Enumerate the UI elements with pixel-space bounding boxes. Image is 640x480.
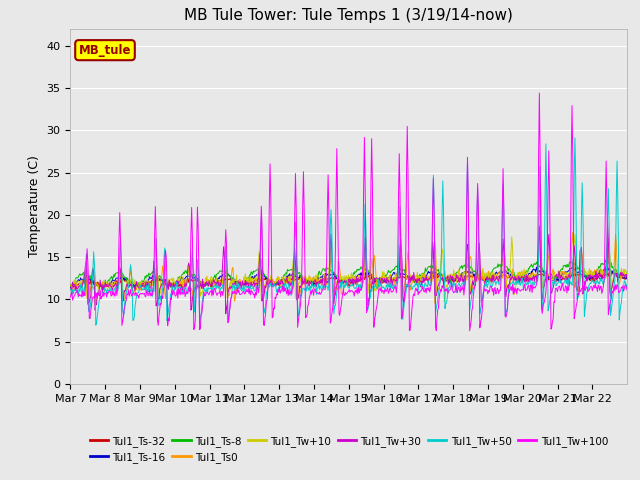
Title: MB Tule Tower: Tule Temps 1 (3/19/14-now): MB Tule Tower: Tule Temps 1 (3/19/14-now… bbox=[184, 9, 513, 24]
Y-axis label: Temperature (C): Temperature (C) bbox=[28, 156, 41, 257]
Legend: Tul1_Ts-32, Tul1_Ts-16, Tul1_Ts-8, Tul1_Ts0, Tul1_Tw+10, Tul1_Tw+30, Tul1_Tw+50,: Tul1_Ts-32, Tul1_Ts-16, Tul1_Ts-8, Tul1_… bbox=[86, 432, 612, 467]
Text: MB_tule: MB_tule bbox=[79, 44, 131, 57]
